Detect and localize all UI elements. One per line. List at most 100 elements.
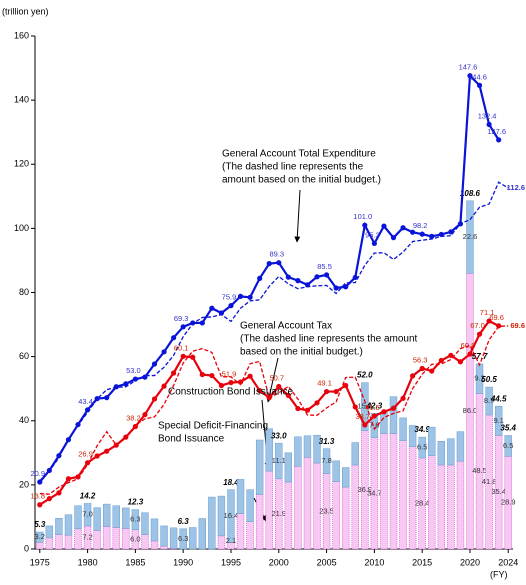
deficit-bar	[45, 537, 54, 550]
x-tick-label: 1980	[78, 557, 98, 567]
point	[247, 294, 253, 300]
total-label: 5.3	[34, 520, 46, 529]
line-value-label: 147.6	[459, 63, 478, 72]
deficit-bar	[169, 548, 178, 550]
deficit-bar	[408, 446, 417, 550]
construction-bar	[504, 435, 512, 457]
deficit-bar	[160, 545, 168, 550]
construction-bar	[466, 200, 474, 274]
point	[343, 284, 349, 290]
deficit-bar	[102, 526, 111, 550]
point	[295, 278, 301, 284]
construction-bar	[36, 531, 44, 543]
line-value-label: 69.3	[174, 314, 189, 323]
construction-label: 3.2	[35, 532, 45, 541]
annotation: General Account Tax	[240, 321, 332, 332]
point	[218, 382, 225, 389]
deficit-label: 7.2	[82, 532, 92, 541]
construction-bar	[236, 479, 245, 514]
deficit-label: 41.8	[482, 477, 497, 486]
construction-label: 7.0	[82, 510, 92, 519]
point	[199, 371, 205, 378]
point	[381, 223, 387, 229]
point	[257, 275, 263, 281]
deficit-bar	[389, 433, 398, 550]
construction-bar	[64, 514, 73, 536]
line-value-label: 13.8	[30, 492, 45, 501]
line-value-label: 75.9	[222, 293, 237, 302]
line-value-label: 144.6	[468, 72, 487, 81]
deficit-label: 86.0	[463, 406, 478, 415]
point	[171, 370, 177, 376]
construction-label: 6.3	[178, 534, 188, 543]
construction-label: 9.2	[474, 374, 484, 383]
line-value-label: 38.2	[126, 414, 141, 423]
deficit-bar	[255, 494, 264, 550]
deficit-bar	[380, 433, 388, 550]
annotation: amount based on the initial budget.)	[222, 175, 381, 186]
point	[400, 395, 406, 401]
total-label: 14.2	[80, 492, 96, 501]
deficit-bar	[485, 414, 493, 550]
x-tick-label: 2020	[460, 557, 480, 567]
line-value-label: 69.6	[510, 321, 525, 330]
point	[276, 260, 282, 266]
construction-bar	[246, 489, 254, 522]
y-tick-label: 0	[24, 543, 29, 553]
point	[285, 274, 291, 280]
point	[199, 320, 205, 326]
point	[362, 222, 368, 228]
deficit-bar	[83, 525, 92, 550]
x-tick-label: 2015	[412, 557, 432, 567]
line-value-label: 95.3	[365, 230, 380, 239]
deficit-label: 48.5	[472, 466, 487, 475]
point	[295, 405, 301, 412]
point	[142, 412, 148, 418]
point	[362, 422, 368, 428]
deficit-bar	[236, 513, 245, 550]
x-tick-label: 1985	[125, 557, 145, 567]
construction-bar	[265, 428, 273, 472]
total-label: 57.7	[472, 352, 488, 361]
total-label: 33.0	[271, 431, 287, 440]
point	[429, 233, 435, 239]
x-tick-label: 2024	[498, 557, 518, 567]
point	[381, 409, 387, 415]
construction-bar	[275, 442, 283, 480]
initial-budget-line	[39, 181, 509, 482]
point	[228, 303, 234, 309]
point	[419, 365, 425, 372]
line-value-label: 50.7	[269, 373, 284, 382]
deficit-bar	[427, 455, 436, 550]
point	[276, 383, 282, 390]
point	[228, 379, 234, 386]
callout-arrow	[266, 357, 279, 403]
point	[37, 479, 43, 485]
construction-bar	[189, 527, 197, 550]
point	[257, 388, 263, 394]
construction-bar	[284, 452, 293, 483]
deficit-bar	[399, 440, 407, 550]
point	[352, 274, 358, 281]
deficit-bar	[64, 534, 73, 550]
point	[419, 231, 425, 237]
total-label: 12.3	[128, 498, 144, 507]
line-value-label: 51.9	[222, 370, 237, 379]
deficit-label: 35.4	[491, 487, 506, 496]
construction-label: 22.6	[463, 232, 478, 241]
point	[37, 502, 43, 508]
deficit-bar	[475, 393, 484, 550]
point	[486, 121, 492, 128]
point	[476, 82, 483, 88]
construction-bar	[103, 503, 111, 527]
point	[476, 331, 483, 337]
deficit-label: 36.9	[358, 485, 373, 494]
construction-bar	[447, 438, 455, 466]
point	[390, 235, 397, 241]
construction-bar	[150, 518, 159, 542]
line-value-label: 112.6	[507, 183, 525, 192]
construction-label: 16.4	[224, 511, 239, 520]
deficit-bar	[303, 457, 312, 550]
construction-bar	[169, 527, 178, 549]
construction-label: 7.8	[321, 456, 331, 465]
